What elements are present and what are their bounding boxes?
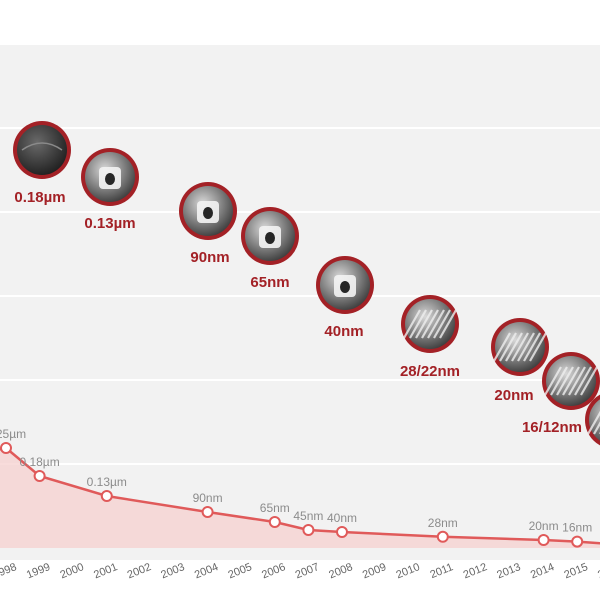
cross-section-detail: [21, 142, 63, 151]
sem-cross-section-0.18um-icon: [17, 125, 67, 175]
node-8: 16/12nm: [522, 352, 600, 436]
x-tick-2007: 2007: [294, 561, 321, 581]
timeline-point-label-2008: 40nm: [327, 511, 357, 525]
x-tick-2006: 2006: [260, 561, 287, 581]
timeline-point-2001: [100, 490, 113, 502]
timeline-point-1998: [0, 442, 12, 454]
x-tick-2004: 2004: [193, 561, 220, 581]
fin-detail: [574, 366, 592, 396]
node-label: 20nm: [494, 387, 533, 404]
timeline-point-2006: [268, 516, 281, 528]
fin-detail: [493, 332, 511, 362]
timeline-point-label-1998: 0.25µm: [0, 427, 26, 441]
x-tick-2016: 2016: [596, 561, 600, 581]
fin-detail: [427, 309, 445, 339]
fin-detail: [580, 366, 598, 396]
x-tick-2003: 2003: [159, 561, 186, 581]
gate-core-detail: [203, 207, 213, 219]
x-tick-2000: 2000: [58, 561, 85, 581]
fin-detail: [587, 410, 600, 435]
fin-detail: [415, 309, 433, 339]
x-tick-2005: 2005: [226, 561, 253, 581]
chart-background: [0, 45, 600, 560]
fin-detail: [550, 366, 568, 396]
timeline-point-2004: [201, 506, 214, 518]
timeline-point-label-2001: 0.13µm: [87, 475, 127, 489]
x-tick-2012: 2012: [462, 561, 489, 581]
x-tick-1999: 1999: [25, 561, 52, 581]
x-tick-2010: 2010: [394, 561, 421, 581]
node-3: 90nm: [179, 182, 237, 266]
timeline-point-label-2011: 28nm: [428, 516, 458, 530]
gate-core-detail: [340, 281, 350, 293]
timeline-area-fill: [0, 448, 600, 548]
x-tick-2009: 2009: [361, 561, 388, 581]
node-label: 65nm: [250, 274, 289, 291]
node-label: 40nm: [324, 323, 363, 340]
x-tick-2013: 2013: [495, 561, 522, 581]
timeline-point-2007: [302, 524, 315, 536]
x-tick-2015: 2015: [562, 561, 589, 581]
x-tick-2014: 2014: [529, 561, 556, 581]
x-tick-2001: 2001: [92, 561, 119, 581]
timeline-point-2011: [436, 530, 449, 543]
node-label: 0.13µm: [84, 215, 135, 232]
fin-detail: [403, 309, 421, 339]
timeline-point-1999: [33, 470, 46, 482]
fin-detail: [499, 332, 517, 362]
timeline-point-label-2007: 45nm: [293, 509, 323, 523]
node-9: [585, 394, 600, 446]
fin-detail: [439, 309, 457, 339]
fin-detail: [568, 366, 586, 396]
x-tick-2008: 2008: [327, 561, 354, 581]
node-2: 0.13µm: [81, 148, 139, 232]
x-axis-ticks: 1998 1999 2000 2001 2002 2003 2004 2005 2006 2007…: [0, 561, 600, 581]
gridlines: [0, 127, 600, 465]
timeline-point-2014: [537, 534, 550, 546]
node-6: 28/22nm: [400, 295, 460, 380]
fin-detail: [505, 332, 523, 362]
gate-core-detail: [265, 232, 275, 244]
timeline-point-2008: [336, 526, 348, 538]
timeline-point-label-2015: 16nm: [562, 521, 592, 535]
fin-detail: [529, 332, 547, 362]
node-1: 0.18µm: [13, 121, 71, 206]
fin-detail: [433, 309, 451, 339]
node-label: 28/22nm: [400, 363, 460, 380]
node-label: 16/12nm: [522, 419, 582, 436]
node-label: 0.18µm: [14, 189, 65, 206]
timeline-point-2015: [571, 535, 584, 548]
fin-detail: [409, 309, 427, 339]
x-tick-2011: 2011: [428, 561, 454, 581]
x-tick-2002: 2002: [126, 561, 153, 581]
fin-detail: [421, 309, 439, 339]
node-label: 90nm: [190, 249, 229, 266]
fin-detail: [544, 366, 562, 396]
gate-core-detail: [105, 173, 115, 185]
fin-detail: [562, 366, 580, 396]
node-images: 0.18µm 0.13µm 90nm 65nm 40nm 28/22nm 20nm 16/12…: [13, 121, 600, 446]
fin-detail: [556, 366, 574, 396]
timeline-point-label-1999: 0.18µm: [19, 455, 59, 469]
node-7: 20nm: [491, 318, 549, 404]
fin-detail: [517, 332, 535, 362]
fin-detail: [511, 332, 529, 362]
fin-detail: [593, 421, 600, 435]
fin-detail: [523, 332, 541, 362]
x-tick-1998: 1998: [0, 561, 18, 581]
timeline-point-label-2014: 20nm: [529, 519, 559, 533]
node-5: 40nm: [316, 256, 374, 340]
timeline-point-label-2004: 90nm: [193, 491, 223, 505]
node-4: 65nm: [241, 207, 299, 291]
timeline-point-label-2006: 65nm: [260, 501, 290, 515]
